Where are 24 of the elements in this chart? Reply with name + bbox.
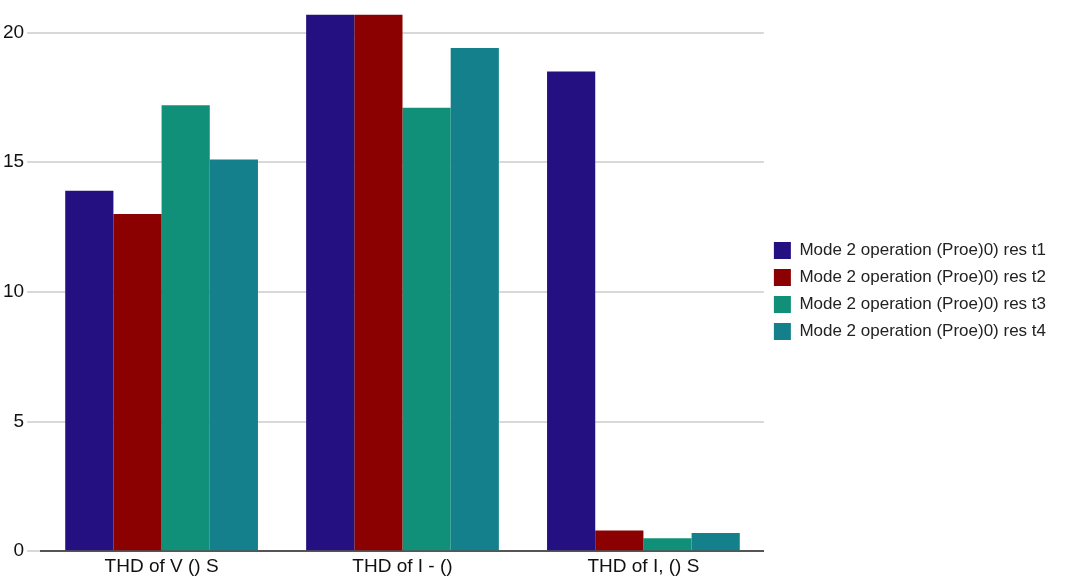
legend-label: Mode 2 operation (Proe)0) res t3: [799, 294, 1046, 314]
bar: [402, 107, 451, 551]
bar: [209, 159, 258, 551]
bar: [450, 48, 499, 551]
y-tick-label: 10: [2, 280, 25, 302]
bar: [354, 14, 403, 551]
y-tick-label: 20: [2, 20, 25, 42]
bar: [595, 530, 644, 551]
y-tick-label: 15: [2, 150, 25, 172]
y-tick-label: 0: [13, 539, 25, 561]
bar: [161, 105, 210, 551]
x-tick-label: THD of I - (): [352, 554, 453, 576]
bar: [306, 14, 355, 551]
bar: [113, 214, 162, 551]
legend-label: Mode 2 operation (Proe)0) res t4: [799, 321, 1046, 341]
bar: [65, 190, 114, 551]
legend-label: Mode 2 operation (Proe)0) res t1: [799, 240, 1046, 260]
bar: [691, 533, 740, 551]
x-tick-label: THD of I, () S: [587, 554, 700, 576]
bar: [643, 538, 692, 551]
x-tick-label: THD of V () S: [104, 554, 219, 576]
y-tick-label: 5: [13, 409, 25, 431]
bar: [547, 71, 596, 551]
legend-label: Mode 2 operation (Proe)0) res t2: [799, 267, 1046, 287]
